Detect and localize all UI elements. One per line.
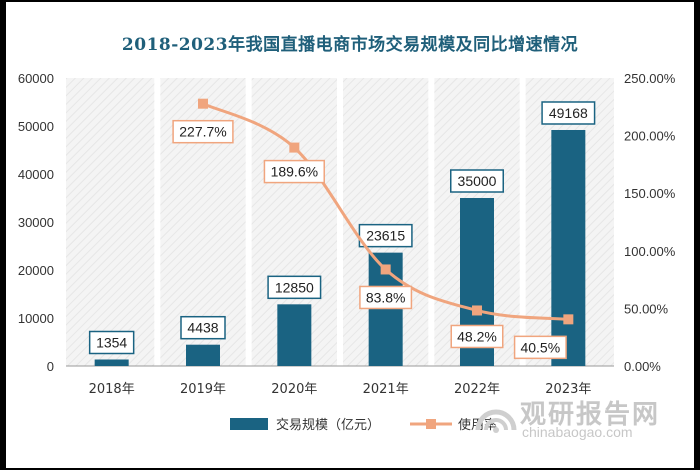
- y-right-tick-label: 200.00%: [624, 129, 676, 144]
- y-right-tick-label: 150.00%: [624, 186, 676, 201]
- watermark-brand: 观研报告网: [520, 400, 661, 430]
- y-left-tick-label: 0: [47, 359, 54, 374]
- y-right-tick-label: 250.00%: [624, 71, 676, 86]
- x-tick-label: 2023年: [545, 382, 591, 397]
- rate-data-label: 227.7%: [179, 124, 226, 140]
- y-left-tick-label: 50000: [18, 119, 54, 134]
- watermark-url: chinabaogao.com: [522, 424, 633, 440]
- rate-data-label-box: [263, 159, 325, 184]
- x-tick-label: 2019年: [180, 382, 226, 397]
- x-tick-label: 2022年: [454, 382, 500, 397]
- rate-data-label: 83.8%: [366, 289, 406, 305]
- y-right-tick-label: 100.00%: [624, 244, 676, 259]
- bar-data-label: 23615: [366, 228, 405, 244]
- rate-data-label-box: [172, 119, 234, 144]
- x-tick-label: 2020年: [271, 382, 317, 397]
- rate-marker: [198, 98, 208, 109]
- bar-data-label-box: [541, 101, 596, 125]
- rate-data-label-box: [450, 324, 504, 349]
- y-left-tick-label: 10000: [18, 311, 54, 326]
- y-right-tick-label: 50.00%: [624, 301, 669, 316]
- rate-data-label: 48.2%: [457, 328, 497, 344]
- y-left-tick-label: 20000: [18, 263, 54, 278]
- bar: [186, 344, 220, 366]
- legend-swatch-bar: [230, 418, 268, 430]
- rate-marker: [563, 314, 574, 325]
- bar-data-label-box: [180, 315, 226, 340]
- watermark-logo-icon: [475, 409, 517, 433]
- bar: [551, 129, 586, 366]
- bar: [94, 359, 129, 366]
- x-tick-label: 2018年: [89, 382, 135, 397]
- bar-data-label-box: [267, 275, 322, 300]
- bar-data-label: 49168: [549, 105, 588, 121]
- bar-data-label: 1354: [96, 335, 127, 351]
- bar-data-label-box: [450, 169, 504, 193]
- bar: [277, 304, 312, 366]
- bar-data-label: 35000: [458, 173, 497, 189]
- y-left-tick-label: 30000: [18, 215, 54, 230]
- y-left-tick-label: 60000: [18, 71, 54, 86]
- rate-marker: [472, 305, 482, 316]
- x-tick-label: 2021年: [363, 382, 409, 397]
- bar-data-label-box: [88, 330, 135, 355]
- legend-label-bar: 交易规模（亿元）: [276, 417, 380, 433]
- rate-data-label: 40.5%: [520, 339, 560, 355]
- rate-data-label: 189.6%: [271, 164, 318, 180]
- rate-marker: [380, 264, 391, 275]
- bar-data-label: 12850: [275, 279, 314, 295]
- chart-title: 2018-2023年我国直播电商市场交易规模及同比增速情况: [121, 35, 579, 55]
- bar-data-label: 4438: [187, 320, 218, 336]
- rate-data-label-box: [359, 285, 413, 310]
- legend-swatch-marker: [426, 419, 436, 429]
- rate-marker: [289, 142, 300, 153]
- rate-data-label-box: [513, 335, 567, 360]
- y-right-tick-label: 0.00%: [624, 359, 661, 374]
- y-left-tick-label: 40000: [18, 167, 54, 182]
